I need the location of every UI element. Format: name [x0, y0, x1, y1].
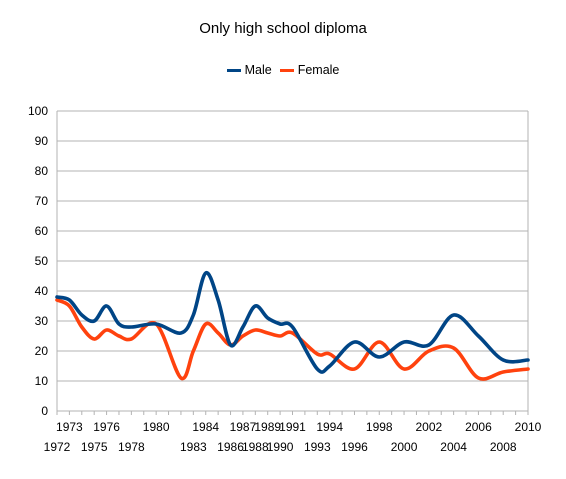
- x-tick-label-2008: 2008: [490, 440, 517, 454]
- x-tick-label-1980: 1980: [143, 420, 170, 434]
- y-tick-label-100: 100: [28, 104, 48, 118]
- y-tick-label-80: 80: [35, 164, 49, 178]
- y-tick-label-50: 50: [35, 254, 49, 268]
- x-tick-label-2006: 2006: [465, 420, 492, 434]
- legend-label-female: Female: [297, 63, 340, 77]
- x-tick-label-1989: 1989: [254, 420, 281, 434]
- legend-swatch-male: [226, 68, 241, 72]
- x-tick-label-1987: 1987: [230, 420, 257, 434]
- series-line-male: [55, 271, 530, 374]
- y-tick-label-70: 70: [35, 194, 49, 208]
- x-tick-label-1994: 1994: [316, 420, 343, 434]
- x-tick-label-1972: 1972: [44, 440, 71, 454]
- x-tick-label-1988: 1988: [242, 440, 269, 454]
- x-tick-label-1976: 1976: [93, 420, 120, 434]
- x-tick-label-1998: 1998: [366, 420, 393, 434]
- x-tick-label-1996: 1996: [341, 440, 368, 454]
- y-tick-label-10: 10: [35, 374, 49, 388]
- x-tick-label-1991: 1991: [279, 420, 306, 434]
- x-tick-label-1983: 1983: [180, 440, 207, 454]
- y-tick-label-40: 40: [35, 284, 49, 298]
- x-tick-label-1993: 1993: [304, 440, 331, 454]
- y-tick-label-0: 0: [41, 404, 48, 418]
- x-tick-label-1973: 1973: [56, 420, 83, 434]
- y-tick-label-30: 30: [35, 314, 49, 328]
- x-tick-label-2004: 2004: [440, 440, 467, 454]
- chart-title: Only high school diploma: [199, 20, 367, 37]
- x-tick-label-2002: 2002: [415, 420, 442, 434]
- legend-label-male: Male: [244, 63, 272, 77]
- x-tick-label-2010: 2010: [515, 420, 542, 434]
- legend: Male Female: [0, 63, 566, 77]
- y-tick-label-20: 20: [35, 344, 49, 358]
- x-tick-label-1975: 1975: [81, 440, 108, 454]
- series-line-female: [55, 298, 530, 381]
- legend-swatch-female: [279, 68, 294, 72]
- legend-item-male: Male: [226, 63, 272, 77]
- legend-item-female: Female: [279, 63, 340, 77]
- y-tick-label-90: 90: [35, 134, 49, 148]
- x-tick-label-1984: 1984: [192, 420, 219, 434]
- x-tick-label-2000: 2000: [391, 440, 418, 454]
- x-tick-label-1990: 1990: [267, 440, 294, 454]
- x-tick-label-1986: 1986: [217, 440, 244, 454]
- x-tick-label-1978: 1978: [118, 440, 145, 454]
- y-tick-label-60: 60: [35, 224, 49, 238]
